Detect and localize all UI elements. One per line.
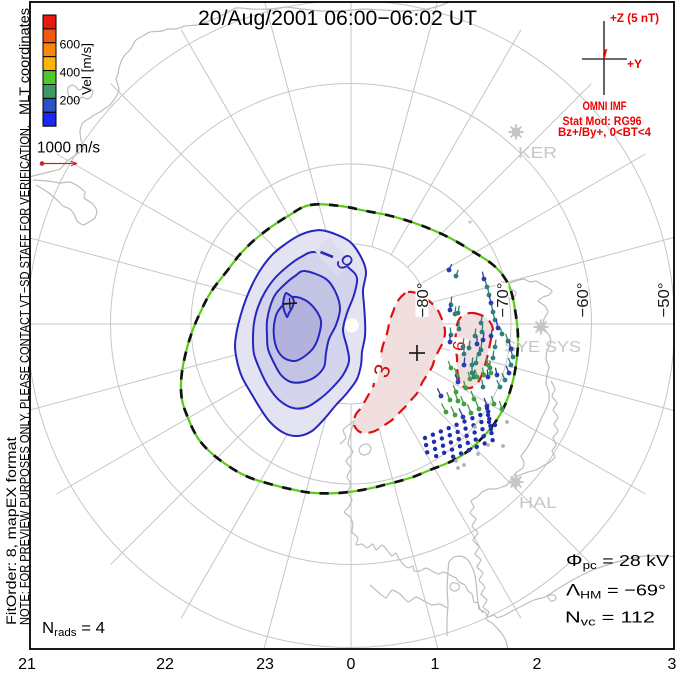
svg-text:200: 200 [60, 94, 81, 108]
svg-text:0: 0 [347, 656, 356, 673]
svg-text:MLT coordinates: MLT coordinates [17, 8, 32, 115]
svg-text:HAL: HAL [519, 495, 557, 512]
svg-text:23: 23 [256, 656, 274, 673]
svg-text:1000 m/s: 1000 m/s [37, 140, 100, 157]
svg-text:400: 400 [60, 66, 81, 80]
svg-text:3: 3 [668, 656, 677, 673]
svg-text:600: 600 [60, 38, 81, 52]
svg-text:Vel [m/s]: Vel [m/s] [80, 43, 94, 95]
svg-text:Φpc = 28 kV: Φpc = 28 kV [566, 551, 669, 572]
svg-text:KER: KER [518, 145, 557, 162]
svg-text:SYE SYS: SYE SYS [504, 339, 581, 356]
svg-text:OMNI IMF: OMNI IMF [583, 99, 627, 113]
svg-text:FitOrder: 8, mapEX format: FitOrder: 8, mapEX format [4, 437, 19, 625]
svg-text:−60°: −60° [575, 283, 592, 318]
svg-text:2: 2 [533, 656, 542, 673]
svg-text:−70°: −70° [495, 283, 512, 318]
svg-text:21: 21 [18, 656, 36, 673]
svg-text:Nvc = 112: Nvc = 112 [565, 610, 655, 629]
svg-text:1: 1 [431, 656, 440, 673]
svg-text:20/Aug/2001 06:00−06:02 UT: 20/Aug/2001 06:00−06:02 UT [198, 7, 477, 30]
svg-text:Stat Mod: RG96: Stat Mod: RG96 [563, 114, 642, 128]
svg-text:Bz+/By+, 0<BT<4: Bz+/By+, 0<BT<4 [558, 125, 651, 139]
svg-text:NOTE: FOR PREVIEW PURPOSES ONL: NOTE: FOR PREVIEW PURPOSES ONLY. PLEASE … [17, 125, 32, 625]
svg-text:22: 22 [156, 656, 174, 673]
svg-text:−50°: −50° [656, 283, 673, 318]
svg-text:+Y: +Y [627, 57, 642, 71]
svg-text:+Z (5 nT): +Z (5 nT) [610, 11, 659, 25]
svg-text:−80°: −80° [415, 283, 432, 318]
